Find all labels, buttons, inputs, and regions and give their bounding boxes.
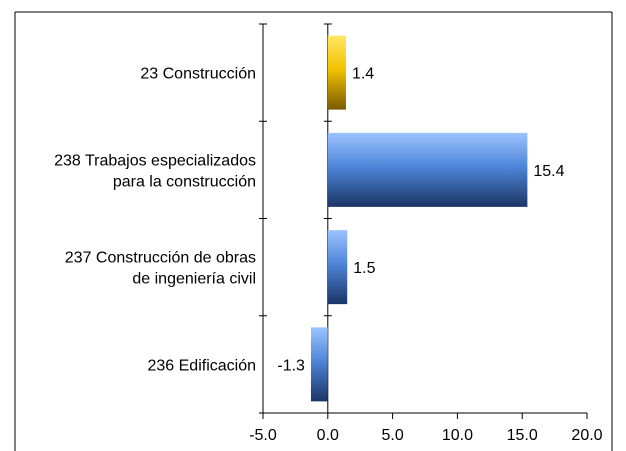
category-label: 23 Construcción — [140, 66, 256, 83]
data-label: 1.4 — [352, 66, 374, 83]
x-tick-label: 0.0 — [317, 427, 339, 444]
x-tick-label: 10.0 — [442, 427, 473, 444]
bar — [328, 36, 346, 110]
category-label: 236 Edificación — [147, 357, 256, 374]
bar — [311, 327, 328, 401]
x-tick-label: -5.0 — [249, 427, 277, 444]
x-tick-label: 5.0 — [381, 427, 403, 444]
category-label: 238 Trabajos especializados para la const… — [54, 152, 256, 190]
plot-area: -5.0 0.0 5.0 10.0 15.0 20.0 1.4 23 Construcción… — [54, 24, 603, 444]
x-tick-label: 15.0 — [507, 427, 538, 444]
bar — [328, 230, 347, 304]
data-label: 1.5 — [353, 260, 375, 277]
bar — [328, 133, 528, 207]
x-tick-label: 20.0 — [571, 427, 602, 444]
data-label: -1.3 — [277, 357, 305, 374]
data-label: 15.4 — [533, 163, 564, 180]
category-label: 237 Construcción de obras de ingeniería c… — [65, 250, 256, 288]
